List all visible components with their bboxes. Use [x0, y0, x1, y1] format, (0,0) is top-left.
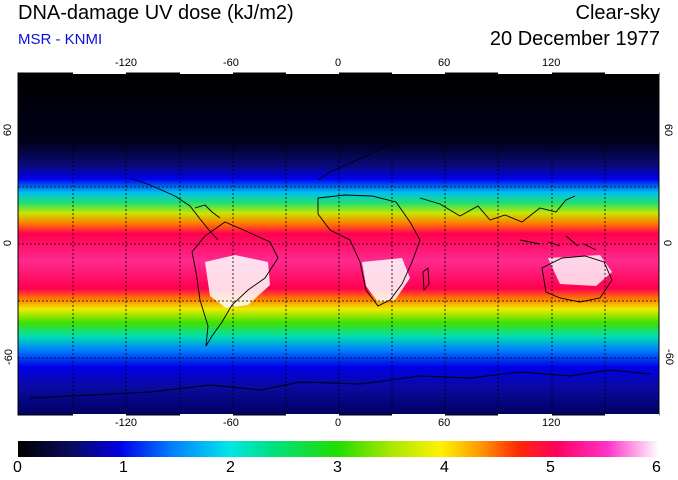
- coastline-antarctica: [29, 369, 651, 399]
- lon-label-bottom-5: 120: [542, 417, 561, 429]
- lat-label-right-3: -60: [662, 349, 675, 365]
- colorbar: [18, 441, 659, 457]
- colorbar-label-4: 4: [440, 459, 449, 476]
- lon-label-bottom-3: 0: [335, 417, 342, 429]
- lat-label-left-1: 60: [2, 123, 15, 137]
- lon-label-top-3: 0: [335, 57, 342, 69]
- coastline-asia: [419, 195, 576, 223]
- coastline-madagascar: [422, 267, 430, 292]
- sky-condition-label: Clear-sky: [575, 2, 660, 24]
- high-dose-patch-africa: [362, 258, 410, 302]
- colorbar-label-2: 2: [226, 459, 235, 476]
- colorbar-label-3: 3: [333, 459, 342, 476]
- figure-title: DNA-damage UV dose (kJ/m2): [18, 2, 294, 24]
- colorbar-label-5: 5: [546, 459, 555, 476]
- coastline-north-america: [129, 177, 221, 241]
- colorbar-label-6: 6: [652, 459, 661, 476]
- coastline-australia: [541, 255, 613, 303]
- coastline-africa: [317, 194, 421, 307]
- lon-label-bottom-2: -60: [223, 417, 239, 429]
- colorbar-label-1: 1: [119, 459, 128, 476]
- source-label: MSR - KNMI: [18, 31, 103, 48]
- lon-label-top-4: 60: [438, 57, 451, 69]
- graticule: [18, 73, 659, 415]
- lon-label-bottom-4: 60: [438, 417, 451, 429]
- map-frame-ticks: [73, 72, 659, 416]
- lat-label-right-1: 60: [662, 123, 675, 137]
- lon-label-bottom-1: -120: [115, 417, 138, 429]
- lat-label-left-3: -60: [2, 349, 15, 365]
- lat-label-right-2: 0: [661, 239, 674, 247]
- coastline-europe: [317, 143, 393, 181]
- lon-label-top-2: -60: [223, 57, 239, 69]
- colorbar-label-0: 0: [13, 459, 22, 476]
- date-label: 20 December 1977: [489, 28, 660, 50]
- lat-label-left-2: 0: [2, 239, 15, 247]
- coastline-south-america: [191, 221, 279, 347]
- lon-label-top-1: -120: [115, 57, 138, 69]
- lon-label-top-5: 120: [542, 57, 561, 69]
- high-dose-patch-south-america: [205, 255, 270, 308]
- high-dose-patch-australia: [548, 255, 612, 286]
